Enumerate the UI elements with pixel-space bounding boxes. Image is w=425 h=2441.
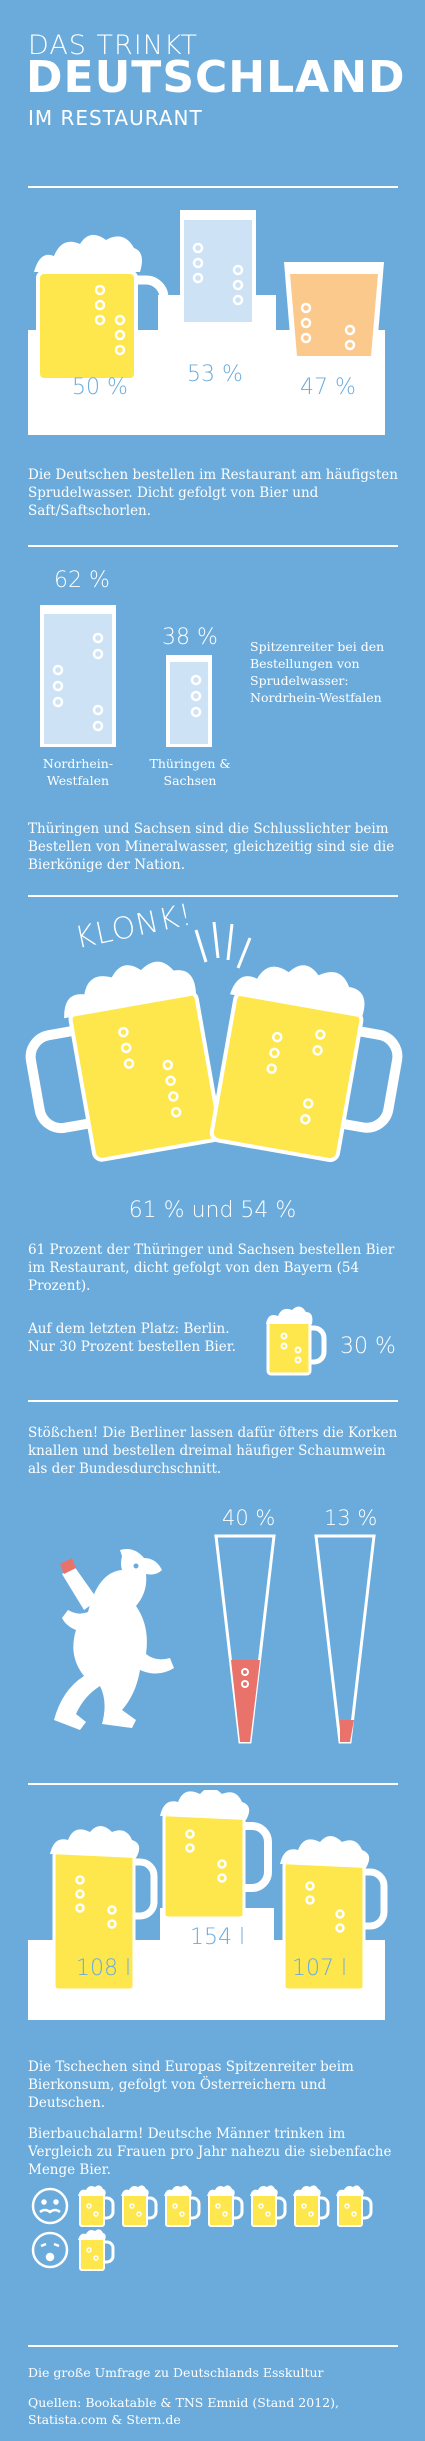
beer-consumption-podium-chart — [28, 1790, 388, 2020]
beer-mug-small-icon — [78, 2185, 115, 2227]
bear-sekt-chart — [54, 1534, 376, 1744]
header-line1: DAS TRINKT — [28, 30, 199, 61]
divider — [28, 1400, 398, 1402]
divider — [28, 186, 398, 188]
section4-text: Stößchen! Die Berliner lassen dafür öfte… — [28, 1425, 398, 1477]
footer-title: Die große Umfrage zu Deutschlands Esskul… — [28, 2365, 324, 2380]
beer-mug-icon — [34, 234, 169, 382]
beer-mug-small-icon — [293, 2185, 330, 2227]
beer-mug-small-icon — [250, 2185, 287, 2227]
beer-mug-icon — [50, 1826, 158, 1992]
beer-mug-icon — [280, 1836, 388, 1992]
divider — [28, 2345, 398, 2347]
czech-liters-label: 108 l — [76, 1956, 132, 1981]
gender-beer-pictogram — [31, 2185, 373, 2271]
clinking-mugs-illustration — [25, 921, 403, 1163]
page-title: DEUTSCHLAND — [26, 52, 406, 103]
beer-mug-small-icon — [336, 2185, 373, 2227]
sekt-average-pct-label: 13 % — [324, 1506, 378, 1530]
beer-pct-label: 50 % — [72, 375, 128, 400]
beer-mug-small-icon — [266, 1306, 327, 1376]
sekt-glass-icon — [214, 1534, 276, 1744]
juice-glass-icon — [284, 262, 384, 360]
beer-mug-small-icon — [78, 2229, 115, 2271]
man-face-icon — [31, 2187, 69, 2225]
beer-mug-small-icon — [164, 2185, 201, 2227]
men-beer-mugs — [78, 2185, 373, 2227]
divider — [28, 545, 398, 547]
beer-pct-big-label: 61 % und 54 % — [128, 1198, 297, 1223]
section3-text: 61 Prozent der Thüringer und Sachsen bes… — [28, 1242, 395, 1294]
divider — [28, 895, 398, 897]
water-glass-icon — [40, 605, 116, 747]
beer-mug-small-icon — [207, 2185, 244, 2227]
section2-text: Thüringen und Sachsen sind die Schlussli… — [28, 821, 395, 873]
beer-mug-right-icon — [209, 965, 403, 1163]
drinks-podium-chart — [28, 210, 385, 435]
berlin-text: Auf dem letzten Platz: Berlin. Nur 30 Pr… — [28, 1321, 236, 1355]
section1-text: Die Deutschen bestellen im Restaurant am… — [28, 467, 398, 519]
thueringen-label: Thüringen & Sachsen — [149, 756, 231, 788]
thueringen-pct-label: 38 % — [162, 625, 218, 650]
beer-mug-small-icon — [121, 2185, 158, 2227]
germany-liters-label: 107 l — [292, 1956, 348, 1981]
water-glass-small-icon — [166, 655, 212, 747]
berlin-bear-icon — [54, 1549, 174, 1730]
austria-liters-label: 154 l — [190, 1925, 246, 1950]
sekt-berlin-pct-label: 40 % — [222, 1506, 276, 1530]
section5-text1: Die Tschechen sind Europas Spitzenreiter… — [28, 2059, 354, 2111]
footer-source-line1: Quellen: Bookatable & TNS Emnid (Stand 2… — [28, 2395, 339, 2410]
water-glass-icon — [180, 210, 256, 322]
header-line3: IM RESTAURANT — [28, 106, 203, 130]
footer-source-line2: Statista.com & Stern.de — [28, 2412, 181, 2427]
water-region-chart — [40, 605, 212, 747]
beer-mug-left-icon — [25, 961, 223, 1162]
nrw-pct-label: 62 % — [54, 568, 110, 593]
water-pct-label: 53 % — [187, 362, 243, 387]
woman-face-icon — [31, 2231, 69, 2269]
section5-text2: Bierbauchalarm! Deutsche Männer trinken … — [28, 2126, 392, 2178]
nrw-label: Nordrhein-Westfalen — [42, 756, 114, 788]
nrw-side-note: Spitzenreiter bei den Bestellungen von S… — [250, 639, 385, 705]
berlin-pct-label: 30 % — [340, 1334, 396, 1359]
juice-pct-label: 47 % — [300, 375, 356, 400]
beer-mug-icon — [160, 1790, 272, 1920]
women-beer-mugs — [78, 2229, 115, 2271]
divider — [28, 1783, 398, 1785]
sekt-glass-icon — [314, 1534, 376, 1744]
